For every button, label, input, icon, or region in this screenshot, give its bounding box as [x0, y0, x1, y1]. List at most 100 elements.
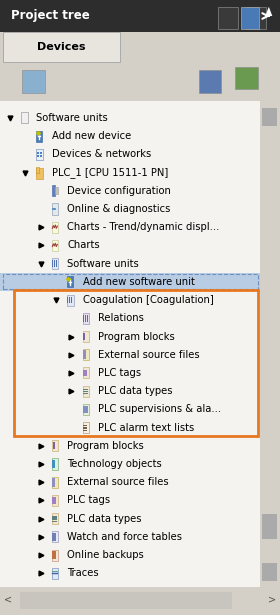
Bar [52, 550, 58, 561]
Bar [69, 297, 70, 303]
Bar [52, 477, 58, 488]
Bar [52, 459, 58, 470]
Bar [83, 393, 88, 394]
Bar [52, 222, 58, 233]
Bar [0, 587, 280, 615]
Bar [83, 404, 89, 415]
Bar [52, 516, 57, 518]
Bar [3, 274, 258, 289]
Bar [262, 514, 277, 539]
FancyArrow shape [265, 7, 272, 16]
Text: >: > [267, 595, 276, 605]
Bar [83, 391, 88, 392]
Bar [52, 495, 58, 506]
Bar [52, 531, 58, 542]
Bar [52, 258, 58, 269]
Bar [14, 290, 258, 436]
Text: Project tree: Project tree [11, 9, 90, 23]
Bar [71, 297, 72, 303]
Bar [83, 331, 89, 342]
Text: Program blocks: Program blocks [98, 331, 175, 341]
Bar [3, 32, 120, 62]
Text: Devices & networks: Devices & networks [52, 149, 151, 159]
Bar [22, 71, 45, 93]
Text: Program blocks: Program blocks [67, 441, 144, 451]
Bar [36, 168, 43, 179]
Bar [40, 152, 42, 154]
Bar [52, 518, 57, 520]
Bar [36, 167, 39, 173]
Bar [83, 425, 87, 426]
Text: Charts: Charts [67, 240, 100, 250]
Bar [52, 533, 56, 541]
Bar [0, 101, 260, 587]
Bar [83, 351, 86, 359]
Bar [241, 7, 259, 29]
Text: Watch and force tables: Watch and force tables [67, 532, 182, 542]
Bar [52, 260, 53, 267]
Text: Online & diagnostics: Online & diagnostics [67, 204, 171, 214]
Text: External source files: External source files [98, 350, 200, 360]
Bar [54, 260, 55, 267]
Text: External source files: External source files [67, 477, 169, 487]
Text: Devices: Devices [37, 42, 86, 52]
Bar [83, 333, 85, 340]
Bar [83, 315, 84, 322]
Text: PLC_1 [CPU 1511-1 PN]: PLC_1 [CPU 1511-1 PN] [52, 167, 168, 178]
Bar [83, 313, 89, 324]
Text: PLC supervisions & ala...: PLC supervisions & ala... [98, 405, 221, 415]
Text: Relations: Relations [98, 313, 144, 323]
Text: Software units: Software units [67, 259, 139, 269]
Bar [52, 240, 58, 251]
Bar [55, 260, 57, 267]
Bar [52, 204, 58, 215]
Text: Online backups: Online backups [67, 550, 144, 560]
Bar [53, 442, 55, 449]
Text: Coagulation [Coagulation]: Coagulation [Coagulation] [83, 295, 213, 305]
Bar [199, 71, 221, 93]
Bar [52, 551, 56, 559]
Bar [262, 108, 277, 126]
Text: PLC alarm text lists: PLC alarm text lists [98, 423, 194, 432]
Bar [52, 185, 55, 196]
Bar [36, 130, 42, 141]
Bar [83, 349, 89, 360]
Bar [52, 460, 55, 468]
Text: PLC tags: PLC tags [67, 496, 110, 506]
Text: PLC data types: PLC data types [98, 386, 172, 396]
Text: Add new software unit: Add new software unit [83, 277, 195, 287]
Bar [67, 276, 73, 287]
Bar [37, 152, 39, 154]
Bar [52, 440, 58, 451]
Bar [83, 389, 88, 390]
Bar [67, 297, 68, 303]
Text: PLC data types: PLC data types [67, 514, 142, 523]
Bar [40, 155, 42, 157]
Bar [262, 563, 277, 581]
Text: Traces: Traces [67, 568, 99, 578]
Text: Add new device: Add new device [52, 131, 131, 141]
Bar [235, 68, 258, 90]
Text: Charts - Trend/dynamic displ...: Charts - Trend/dynamic displ... [67, 222, 220, 232]
Bar [83, 370, 87, 376]
Bar [83, 430, 87, 431]
Bar [83, 386, 89, 397]
Bar [260, 101, 280, 587]
Bar [36, 149, 43, 160]
Bar [37, 155, 39, 157]
Bar [20, 592, 232, 609]
Bar [52, 478, 55, 486]
Bar [52, 568, 58, 579]
Text: <: < [4, 595, 13, 605]
Bar [0, 0, 280, 32]
Bar [52, 521, 57, 522]
Bar [83, 367, 89, 378]
Bar [67, 295, 74, 306]
Bar [85, 315, 86, 322]
Text: Technology objects: Technology objects [67, 459, 162, 469]
Text: PLC tags: PLC tags [98, 368, 141, 378]
Bar [0, 273, 260, 291]
Bar [21, 113, 27, 124]
Bar [0, 62, 280, 101]
Text: Device configuration: Device configuration [67, 186, 171, 196]
